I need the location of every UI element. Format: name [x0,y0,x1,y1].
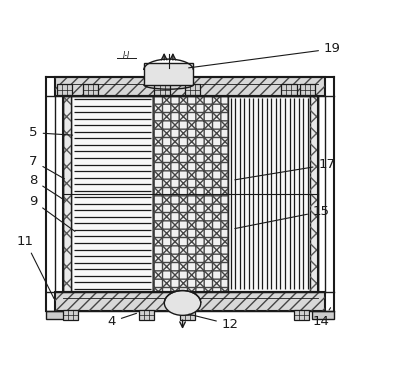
Bar [71,96,310,292]
Bar [228,96,310,292]
Bar [294,310,309,320]
Bar [310,96,318,292]
Bar [55,77,325,96]
Text: 7: 7 [29,154,64,179]
Bar [62,96,318,292]
Text: 8: 8 [29,173,65,200]
Bar [55,292,325,311]
Bar [153,96,228,292]
Bar [180,310,195,320]
Text: 17: 17 [235,158,335,180]
Ellipse shape [164,291,201,315]
Bar [63,310,78,320]
Bar [185,84,200,96]
Bar [71,96,153,292]
Text: 12: 12 [189,314,239,331]
Bar [46,311,68,319]
Bar [83,84,98,96]
Text: 15: 15 [235,205,330,229]
Bar [57,84,72,96]
Text: 11: 11 [17,235,54,299]
Text: 4: 4 [107,313,137,328]
Bar [144,63,193,85]
Bar [55,292,325,311]
Bar [299,84,315,96]
Text: 14: 14 [313,308,331,328]
Bar [153,96,228,292]
Bar [139,310,154,320]
Text: 19: 19 [189,42,341,68]
Bar [62,96,71,292]
Bar [281,84,297,96]
Bar [55,77,325,96]
Bar [312,311,334,319]
Bar [62,96,71,292]
Bar [154,84,170,96]
Bar [310,96,318,292]
Text: 9: 9 [29,195,75,231]
Text: 5: 5 [29,126,73,139]
Text: I-I: I-I [123,51,130,60]
Bar [153,96,228,292]
